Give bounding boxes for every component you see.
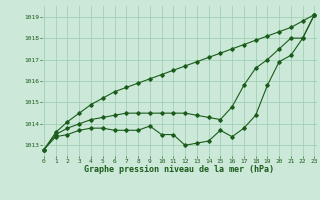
X-axis label: Graphe pression niveau de la mer (hPa): Graphe pression niveau de la mer (hPa)	[84, 165, 274, 174]
